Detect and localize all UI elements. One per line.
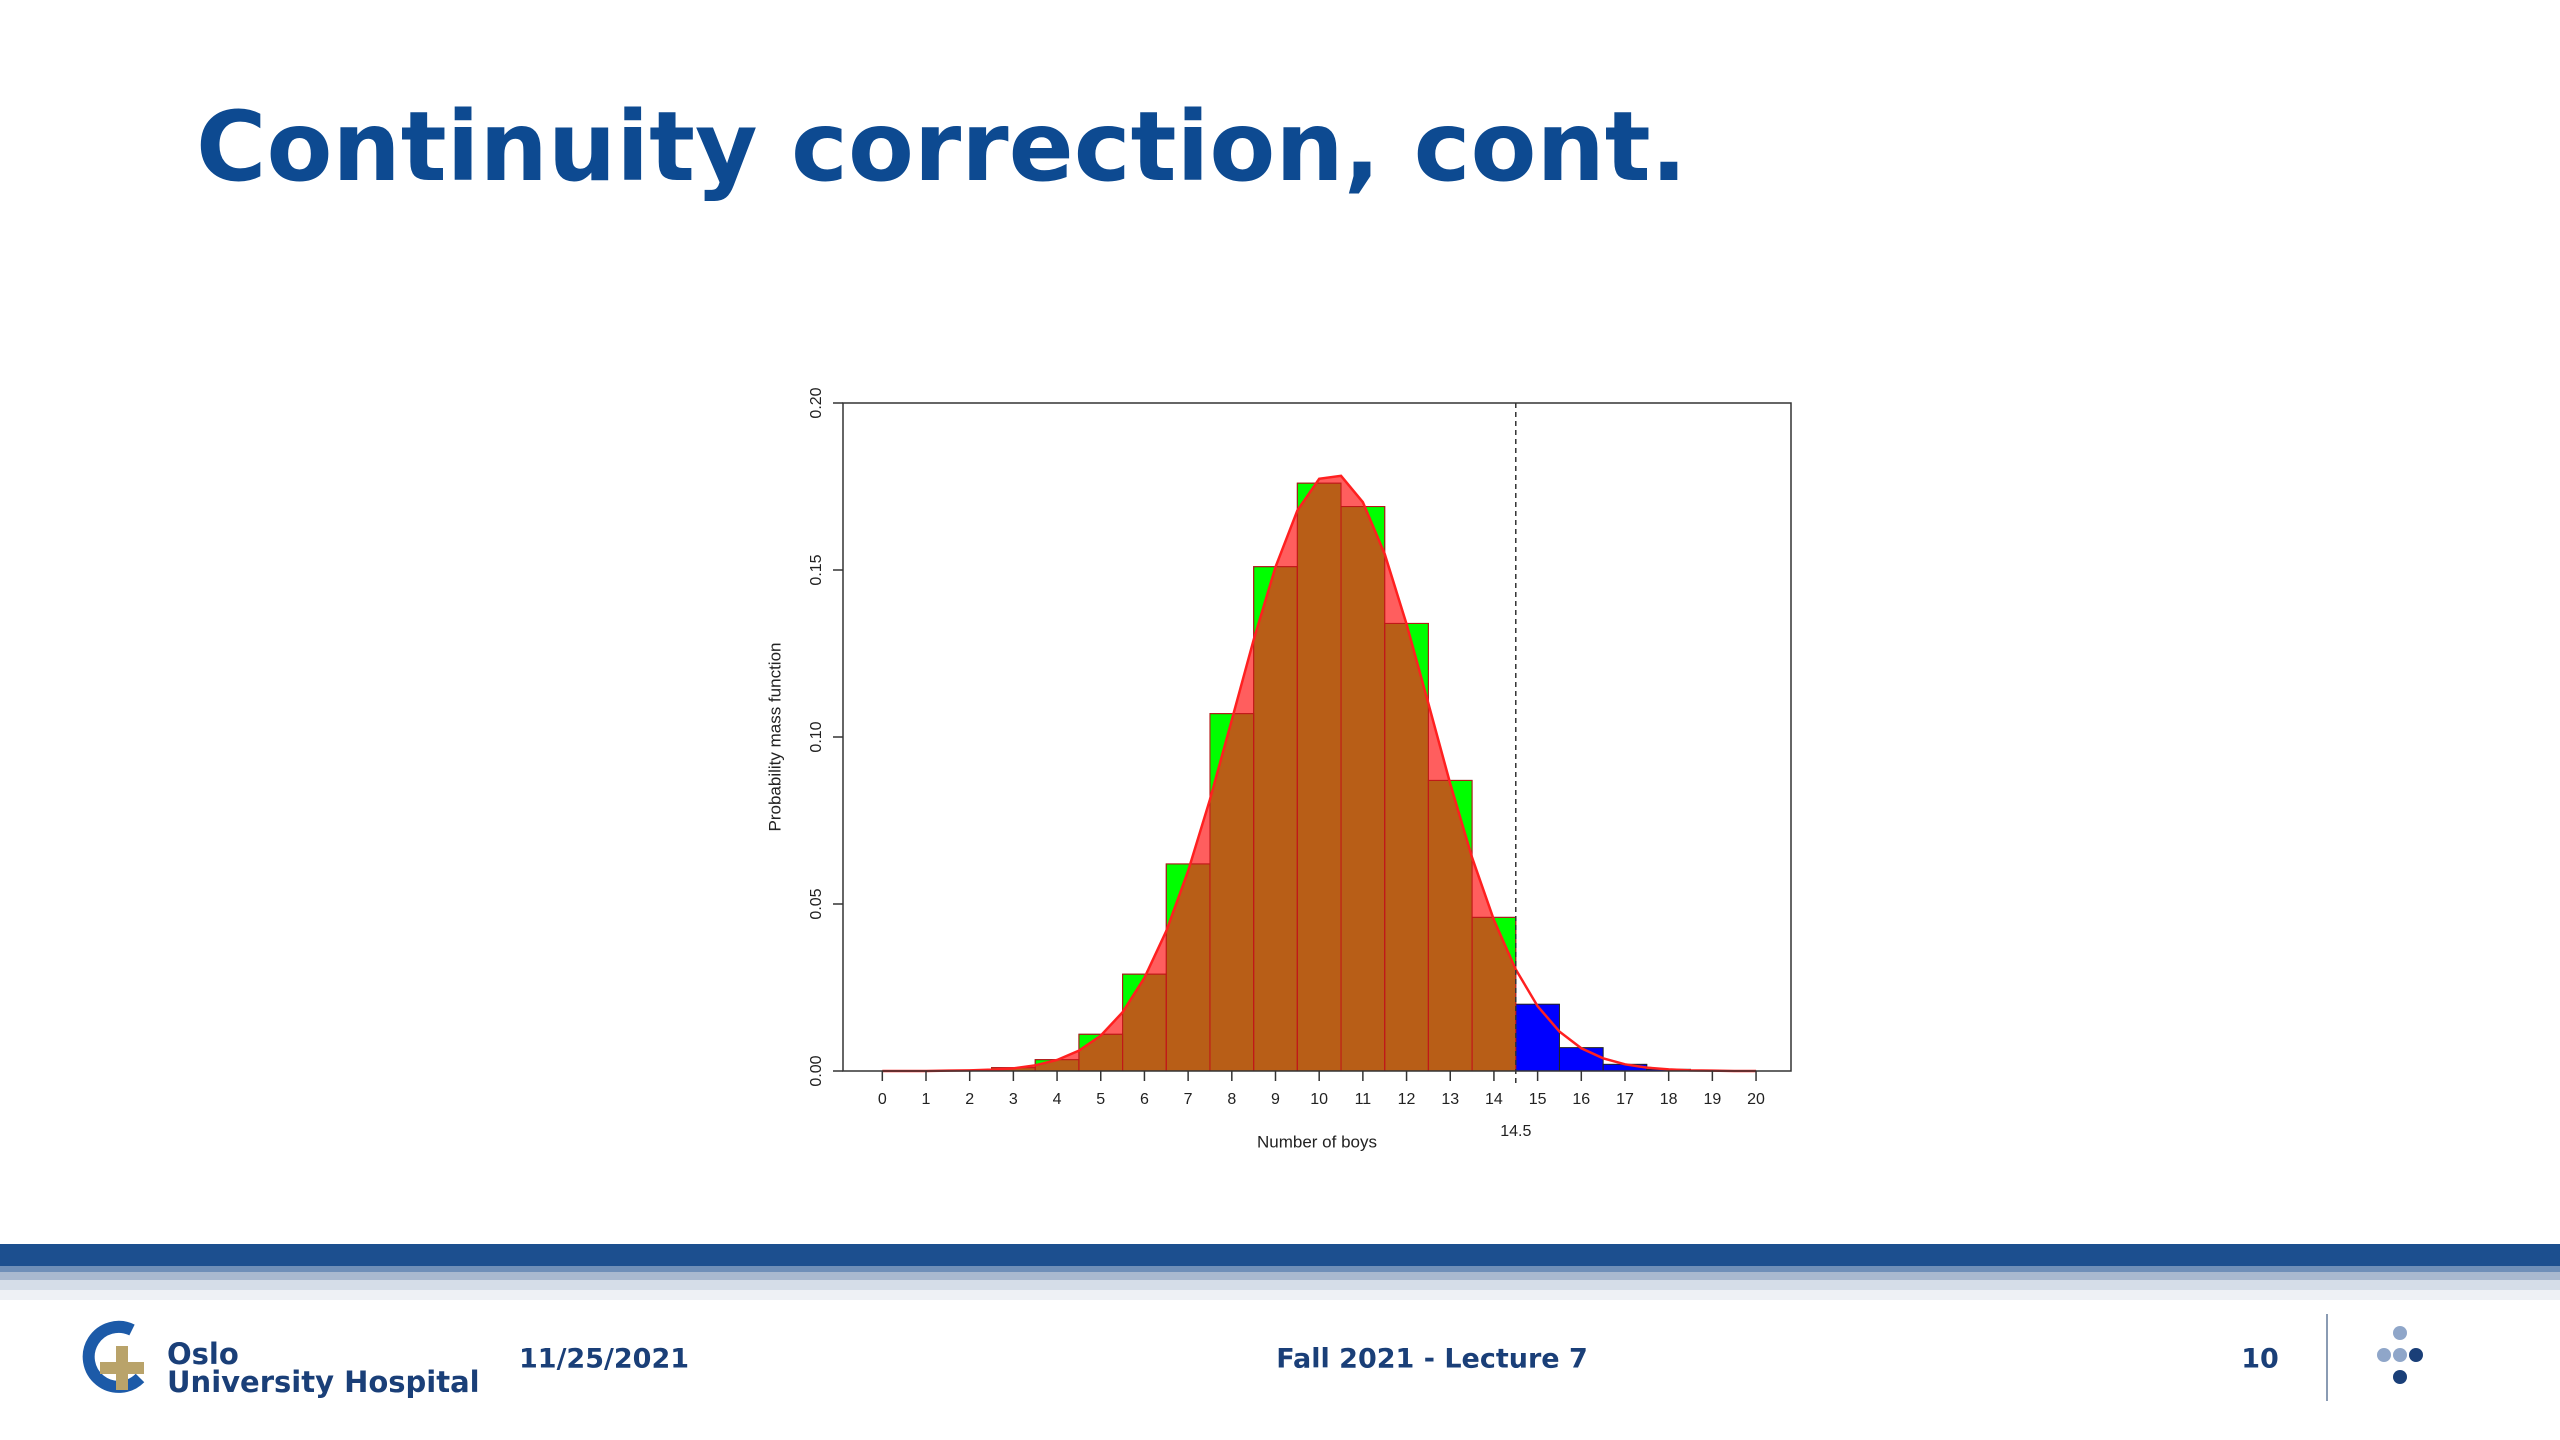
x-tick-label: 12 — [1398, 1091, 1416, 1108]
logo-text: Oslo — [167, 1337, 239, 1371]
logo-cross — [100, 1362, 144, 1374]
footer-date: 11/25/2021 — [519, 1344, 689, 1375]
x-tick-label: 19 — [1703, 1091, 1721, 1108]
x-tick-label: 0 — [878, 1091, 887, 1108]
dot — [2377, 1348, 2391, 1362]
footer-band — [0, 1266, 2560, 1272]
x-tick-label: 5 — [1096, 1091, 1105, 1108]
x-tick-label: 10 — [1310, 1091, 1328, 1108]
threshold-label: 14.5 — [1500, 1123, 1531, 1140]
y-tick-label: 0.00 — [808, 1055, 825, 1086]
x-tick-label: 14 — [1485, 1091, 1503, 1108]
footer-course: Fall 2021 - Lecture 7 — [1276, 1344, 1588, 1375]
slide-title: Continuity correction, cont. — [196, 91, 1687, 203]
x-tick-label: 20 — [1747, 1091, 1765, 1108]
logo-arc — [82, 1320, 145, 1393]
logo: Oslo University Hospital — [82, 1320, 480, 1399]
x-tick-label: 7 — [1184, 1091, 1193, 1108]
y-tick-label: 0.20 — [808, 387, 825, 418]
dot — [2393, 1326, 2407, 1340]
x-tick-label: 13 — [1441, 1091, 1459, 1108]
x-tick-label: 8 — [1227, 1091, 1236, 1108]
dots-icon — [2377, 1326, 2423, 1384]
x-tick-label: 2 — [965, 1091, 974, 1108]
footer-band — [0, 1272, 2560, 1280]
bar — [1558, 1047, 1604, 1072]
x-tick-label: 1 — [922, 1091, 931, 1108]
logo-text: University Hospital — [167, 1365, 480, 1399]
y-axis-label: Probability mass function — [765, 643, 784, 832]
footer-band — [0, 1244, 2560, 1266]
x-tick-label: 4 — [1053, 1091, 1062, 1108]
y-tick-label: 0.10 — [808, 721, 825, 752]
x-tick-label: 11 — [1355, 1091, 1372, 1108]
bar — [1515, 1003, 1560, 1072]
x-axis-label: Number of boys — [1257, 1132, 1377, 1151]
footer-band — [0, 1290, 2560, 1300]
x-tick-label: 17 — [1616, 1091, 1634, 1108]
dot — [2393, 1348, 2407, 1362]
curve-line — [882, 474, 1757, 1073]
dot — [2409, 1348, 2423, 1362]
x-tick-label: 9 — [1271, 1091, 1280, 1108]
y-tick-label: 0.15 — [808, 554, 825, 585]
x-tick-label: 18 — [1660, 1091, 1678, 1108]
y-tick-label: 0.05 — [808, 888, 825, 919]
x-tick-label: 6 — [1140, 1091, 1149, 1108]
x-tick-label: 16 — [1572, 1091, 1590, 1108]
x-tick-label: 3 — [1009, 1091, 1018, 1108]
page-number: 10 — [2241, 1344, 2279, 1375]
dot — [2393, 1370, 2407, 1384]
footer-band — [0, 1280, 2560, 1290]
chart: 14.50.000.050.100.150.200 1 2 3 4 5 6 7 8 9 10 11 12… — [765, 387, 1792, 1151]
x-tick-label: 15 — [1529, 1091, 1547, 1108]
curve-fill — [882, 475, 1516, 1071]
